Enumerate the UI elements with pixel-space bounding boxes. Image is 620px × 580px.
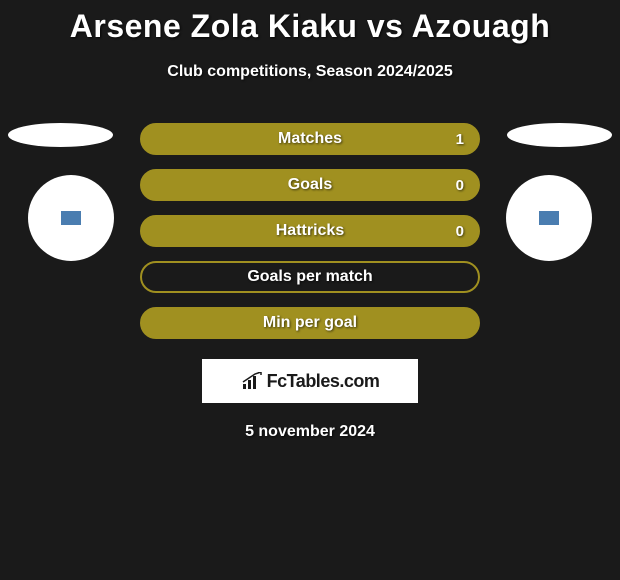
stat-row: Goals per match xyxy=(140,261,480,293)
stat-label: Min per goal xyxy=(263,314,357,332)
stat-label: Hattricks xyxy=(276,222,344,240)
fctables-logo-text: FcTables.com xyxy=(267,371,380,392)
stat-row: Goals 0 xyxy=(140,169,480,201)
club-badge-icon xyxy=(61,211,81,225)
player-right-badge-circle xyxy=(506,175,592,261)
stat-row: Matches 1 xyxy=(140,123,480,155)
stat-value-right: 0 xyxy=(456,223,464,240)
stat-label: Goals per match xyxy=(247,268,372,286)
stats-area: Matches 1 Goals 0 Hattricks 0 Goals per match M… xyxy=(0,123,620,339)
club-badge-icon xyxy=(539,211,559,225)
page-title: Arsene Zola Kiaku vs Azouagh xyxy=(0,8,620,45)
player-right-oval xyxy=(507,123,612,147)
stat-label: Goals xyxy=(288,176,332,194)
subtitle: Club competitions, Season 2024/2025 xyxy=(0,63,620,81)
stat-label: Matches xyxy=(278,130,342,148)
stat-rows: Matches 1 Goals 0 Hattricks 0 Goals per match M… xyxy=(140,123,480,339)
player-left-badge-circle xyxy=(28,175,114,261)
player-left-oval xyxy=(8,123,113,147)
date-label: 5 november 2024 xyxy=(0,423,620,441)
stat-row: Min per goal xyxy=(140,307,480,339)
comparison-widget: Arsene Zola Kiaku vs Azouagh Club compet… xyxy=(0,0,620,441)
chart-icon xyxy=(241,372,263,390)
fctables-logo-box[interactable]: FcTables.com xyxy=(202,359,418,403)
stat-value-right: 0 xyxy=(456,177,464,194)
stat-row: Hattricks 0 xyxy=(140,215,480,247)
stat-value-right: 1 xyxy=(456,131,464,148)
